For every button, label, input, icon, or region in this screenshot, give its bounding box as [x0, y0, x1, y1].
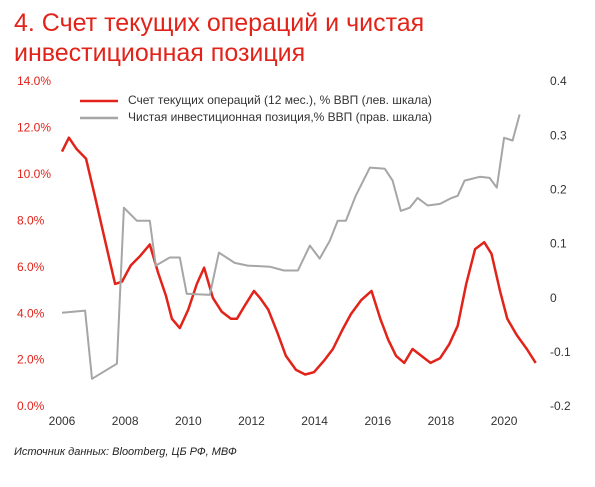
x-tick-label: 2020 [491, 414, 518, 428]
y-tick-label: 10.0% [17, 167, 51, 181]
y-tick-label: 14.0% [17, 74, 51, 88]
data-line [60, 136, 537, 376]
legend-label: Счет текущих операций (12 мес.), % ВВП (… [128, 93, 432, 107]
y2-tick-label: -0.2 [550, 399, 571, 413]
y-tick-label: 4.0% [17, 306, 45, 320]
x-tick-label: 2010 [175, 414, 202, 428]
y-tick-label: 12.0% [17, 121, 51, 135]
y-tick-label: 2.0% [17, 353, 45, 367]
y2-tick-label: 0.2 [550, 183, 567, 197]
source-note: Источник данных: Bloomberg, ЦБ РФ, МВФ [14, 446, 237, 458]
x-tick-label: 2006 [49, 414, 76, 428]
data-line [61, 114, 521, 380]
x-tick-label: 2012 [238, 414, 265, 428]
y2-tick-label: -0.1 [550, 345, 571, 359]
legend-label: Чистая инвестиционная позиция,% ВВП (пра… [128, 110, 432, 124]
x-tick-label: 2016 [364, 414, 391, 428]
y2-tick-label: 0.1 [550, 237, 567, 251]
y-tick-label: 0.0% [17, 399, 45, 413]
y-tick-label: 8.0% [17, 213, 45, 227]
y2-tick-label: 0.4 [550, 74, 567, 88]
y2-tick-label: 0 [550, 291, 557, 305]
y-tick-label: 6.0% [17, 260, 45, 274]
y2-tick-label: 0.3 [550, 128, 567, 142]
x-tick-label: 2014 [301, 414, 328, 428]
x-tick-label: 2008 [112, 414, 139, 428]
x-tick-label: 2018 [428, 414, 455, 428]
chart-title: 4. Счет текущих операций и чистая инвест… [14, 9, 425, 67]
